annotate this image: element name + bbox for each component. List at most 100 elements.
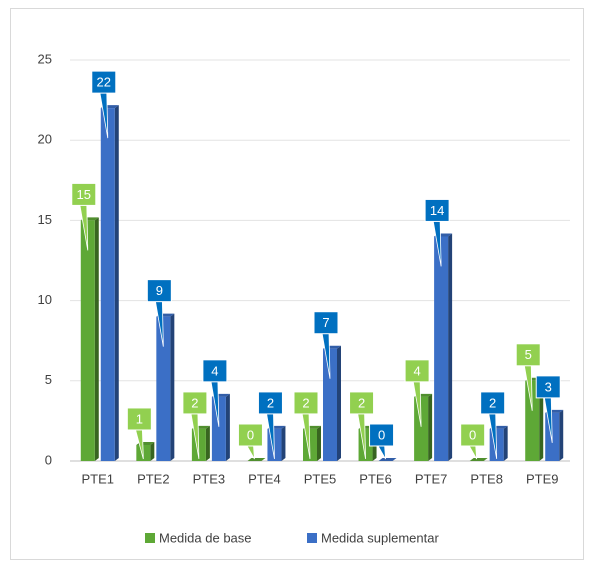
data-label-text: 3	[545, 379, 552, 394]
data-label-text: 2	[302, 395, 309, 410]
bar	[80, 217, 99, 461]
data-label-text: 7	[322, 315, 329, 330]
bar-face	[414, 396, 429, 461]
data-label-text: 0	[469, 427, 476, 442]
label-box	[480, 391, 506, 415]
data-label-text: 14	[430, 203, 444, 218]
bar-face	[211, 396, 226, 461]
bar-face	[156, 316, 171, 461]
bar-side	[114, 105, 119, 462]
label-box	[424, 198, 450, 222]
data-label: 4	[202, 359, 228, 427]
legend-swatch	[145, 533, 155, 543]
data-label: 0	[369, 423, 395, 460]
bar-side	[317, 425, 321, 461]
data-label-text: 15	[77, 187, 91, 202]
bar	[378, 458, 397, 461]
label-box	[404, 359, 430, 383]
data-label: 5	[515, 343, 541, 411]
bar-side	[150, 441, 155, 461]
data-label-text: 22	[97, 75, 111, 90]
bar	[100, 105, 119, 462]
bar-side	[503, 425, 508, 461]
bar-side	[281, 425, 286, 461]
legend-label: Medida de base	[159, 530, 252, 545]
data-label: 2	[480, 391, 506, 459]
bar	[323, 345, 341, 461]
x-tick-label: PTE3	[193, 471, 226, 486]
data-label: 4	[404, 359, 430, 427]
data-label-text: 4	[211, 363, 218, 378]
bar-face	[80, 220, 95, 461]
label-box	[257, 391, 283, 415]
x-tick-label: PTE6	[359, 471, 392, 486]
bar	[211, 393, 230, 461]
bar-side	[205, 425, 210, 461]
y-tick-label: 15	[38, 212, 52, 227]
label-box	[202, 359, 228, 383]
data-label-text: 2	[191, 395, 198, 410]
data-label: 2	[349, 391, 375, 459]
bar-face	[323, 348, 337, 461]
data-label: 1	[126, 407, 152, 460]
bar-face	[100, 108, 115, 462]
y-tick-label: 10	[38, 292, 52, 307]
label-box	[237, 423, 263, 447]
data-label: 2	[182, 391, 208, 459]
x-tick-label: PTE8	[470, 471, 503, 486]
bar-side	[448, 233, 453, 461]
data-label-text: 2	[358, 395, 365, 410]
label-box	[313, 311, 339, 335]
data-label: 15	[71, 182, 97, 251]
legend-label: Medida suplementar	[321, 530, 439, 545]
bar	[434, 233, 453, 461]
x-tick-label: PTE5	[304, 471, 337, 486]
y-tick-label: 20	[38, 132, 52, 147]
x-tick-label: PTE4	[248, 471, 281, 486]
label-box	[146, 279, 172, 303]
label-box	[182, 391, 208, 415]
bar-side	[428, 393, 433, 461]
label-box	[515, 343, 541, 367]
bar-side	[559, 409, 564, 461]
bar-side	[94, 217, 99, 461]
bar-face	[434, 236, 449, 461]
x-tick-label: PTE9	[526, 471, 559, 486]
label-box	[535, 375, 561, 399]
y-tick-label: 0	[45, 452, 52, 467]
bar	[136, 441, 155, 461]
data-label: 14	[424, 198, 450, 267]
bar-top	[247, 458, 266, 461]
data-label-text: 0	[247, 427, 254, 442]
legend-swatch	[307, 533, 317, 543]
bar	[414, 393, 433, 461]
data-label-text: 2	[489, 395, 496, 410]
x-tick-label: PTE7	[415, 471, 448, 486]
bar-side	[225, 393, 230, 461]
label-box	[126, 407, 152, 431]
data-label-text: 5	[525, 347, 532, 362]
bar	[469, 458, 488, 461]
data-label: 0	[460, 423, 486, 460]
data-label: 2	[257, 391, 283, 459]
bar-top	[469, 458, 488, 461]
label-box	[460, 423, 486, 447]
data-label-text: 9	[156, 283, 163, 298]
data-label: 7	[313, 311, 339, 379]
x-tick-label: PTE1	[82, 471, 115, 486]
label-box	[349, 391, 375, 415]
label-box	[369, 423, 395, 447]
data-label: 22	[91, 70, 117, 139]
bar	[247, 458, 266, 461]
bar-top	[378, 458, 397, 461]
data-label: 3	[535, 375, 561, 443]
y-tick-label: 25	[38, 51, 52, 66]
data-label: 2	[293, 391, 319, 459]
label-box	[71, 182, 97, 206]
data-label: 9	[146, 279, 172, 347]
bar-side	[170, 313, 175, 461]
bar-side	[539, 377, 544, 461]
label-box	[293, 391, 319, 415]
data-label-text: 1	[136, 411, 143, 426]
